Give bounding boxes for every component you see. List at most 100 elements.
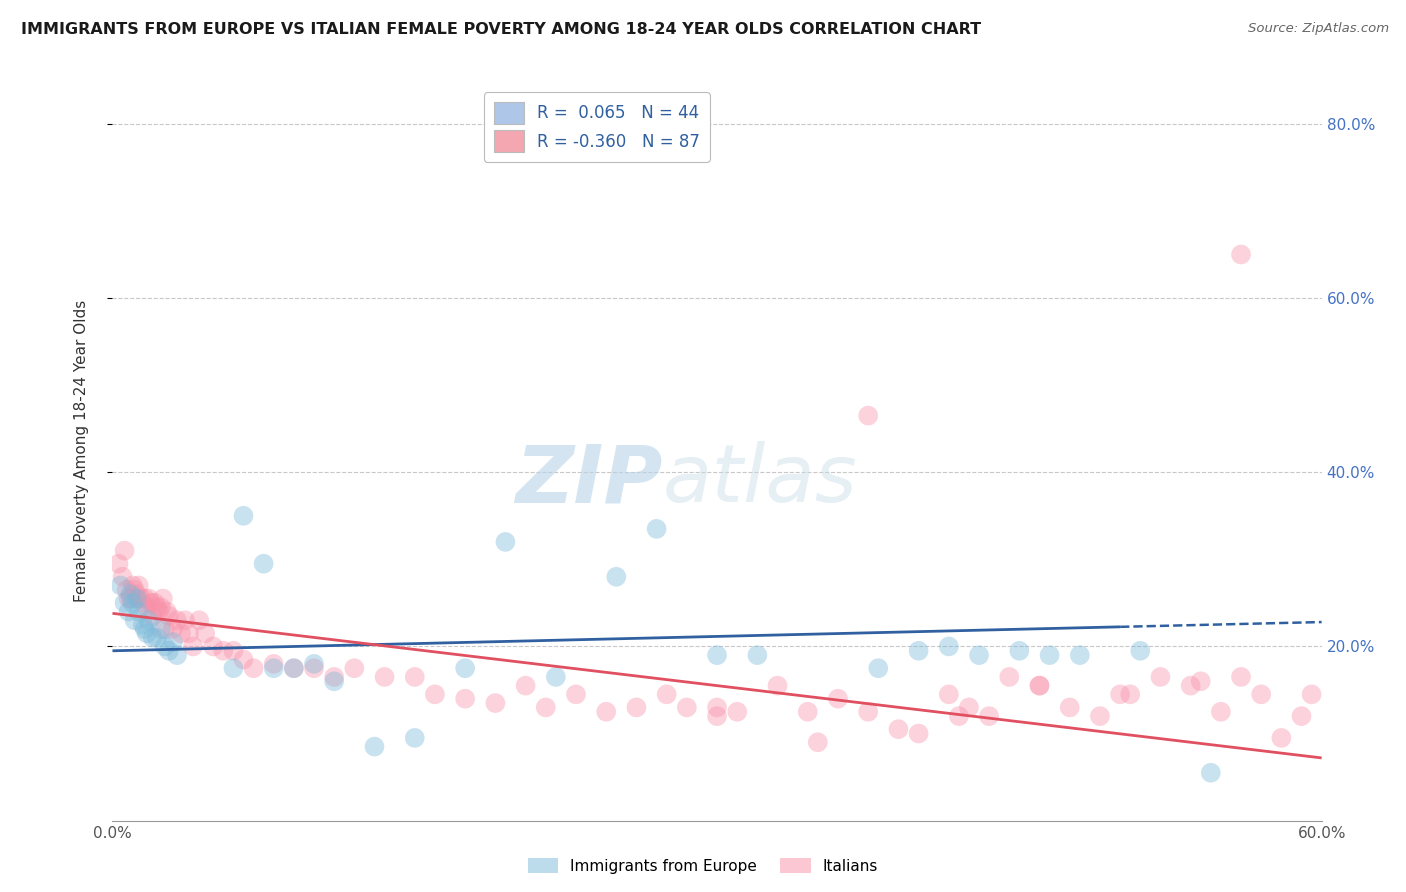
Point [142, 631, 165, 645]
Point [1230, 247, 1253, 261]
Point [1028, 679, 1050, 693]
Point [181, 640, 204, 654]
Point [302, 661, 325, 675]
Point [1230, 670, 1253, 684]
Point [706, 700, 728, 714]
Point [135, 600, 157, 615]
Legend: R =  0.065   N = 44, R = -0.360   N = 87: R = 0.065 N = 44, R = -0.360 N = 87 [484, 92, 710, 161]
Point [114, 543, 136, 558]
Point [1199, 765, 1222, 780]
Point [135, 626, 157, 640]
Point [120, 591, 142, 606]
Point [125, 591, 148, 606]
Point [132, 617, 155, 632]
Point [125, 587, 148, 601]
Point [128, 605, 150, 619]
Point [188, 613, 211, 627]
Point [766, 679, 789, 693]
Text: Source: ZipAtlas.com: Source: ZipAtlas.com [1249, 22, 1389, 36]
Point [222, 644, 245, 658]
Point [454, 691, 477, 706]
Point [134, 622, 156, 636]
Point [124, 613, 146, 627]
Point [156, 605, 179, 619]
Point [343, 661, 366, 675]
Point [675, 700, 697, 714]
Point [110, 578, 132, 592]
Point [1028, 679, 1050, 693]
Point [1059, 700, 1081, 714]
Point [626, 700, 648, 714]
Point [323, 670, 346, 684]
Point [1291, 709, 1313, 723]
Point [283, 661, 305, 675]
Point [1038, 648, 1062, 662]
Text: ZIP: ZIP [515, 441, 662, 519]
Point [143, 596, 166, 610]
Point [121, 596, 143, 610]
Point [242, 661, 264, 675]
Point [1189, 674, 1212, 689]
Point [129, 591, 152, 606]
Point [138, 613, 160, 627]
Point [404, 670, 426, 684]
Point [484, 696, 506, 710]
Point [1129, 644, 1152, 658]
Point [222, 661, 245, 675]
Point [146, 600, 169, 615]
Point [162, 635, 184, 649]
Point [162, 622, 184, 636]
Point [1109, 687, 1132, 701]
Point [323, 674, 346, 689]
Point [565, 687, 588, 701]
Point [166, 613, 188, 627]
Point [263, 657, 285, 671]
Point [827, 691, 849, 706]
Point [107, 557, 129, 571]
Point [1209, 705, 1232, 719]
Point [868, 661, 890, 675]
Point [887, 722, 910, 736]
Point [149, 600, 172, 615]
Point [212, 644, 235, 658]
Point [655, 687, 678, 701]
Point [157, 609, 180, 624]
Point [967, 648, 990, 662]
Point [1180, 679, 1202, 693]
Point [977, 709, 1000, 723]
Point [544, 670, 567, 684]
Text: IMMIGRANTS FROM EUROPE VS ITALIAN FEMALE POVERTY AMONG 18-24 YEAR OLDS CORRELATI: IMMIGRANTS FROM EUROPE VS ITALIAN FEMALE… [21, 22, 981, 37]
Point [404, 731, 426, 745]
Point [114, 596, 136, 610]
Point [1149, 670, 1171, 684]
Point [138, 591, 160, 606]
Point [253, 557, 276, 571]
Point [796, 705, 818, 719]
Point [149, 622, 172, 636]
Point [1270, 731, 1292, 745]
Point [142, 609, 165, 624]
Point [115, 582, 138, 597]
Point [515, 679, 537, 693]
Point [454, 661, 477, 675]
Point [120, 587, 142, 601]
Point [157, 644, 180, 658]
Y-axis label: Female Poverty Among 18-24 Year Olds: Female Poverty Among 18-24 Year Olds [75, 300, 89, 601]
Point [495, 535, 517, 549]
Point [283, 661, 305, 675]
Point [747, 648, 769, 662]
Point [595, 705, 617, 719]
Point [907, 644, 929, 658]
Point [374, 670, 396, 684]
Point [302, 657, 325, 671]
Point [177, 626, 200, 640]
Point [1119, 687, 1142, 701]
Point [117, 591, 139, 606]
Point [998, 670, 1021, 684]
Point [134, 591, 156, 606]
Point [856, 409, 880, 423]
Point [1069, 648, 1091, 662]
Point [907, 726, 929, 740]
Point [232, 652, 254, 666]
Point [124, 582, 146, 597]
